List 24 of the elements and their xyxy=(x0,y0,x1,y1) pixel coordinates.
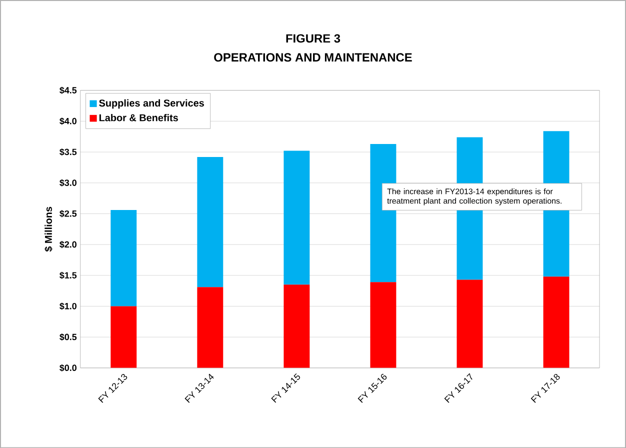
bar xyxy=(370,282,396,368)
y-tick-label: $2.0 xyxy=(60,240,76,248)
y-tick-label: $1.5 xyxy=(60,272,77,279)
y-tick-label: $2.5 xyxy=(60,210,77,218)
bar xyxy=(110,306,137,368)
y-tick-label: $4.0 xyxy=(60,117,76,125)
bar xyxy=(543,276,570,368)
legend-label: Supplies and Services xyxy=(99,99,204,108)
chart-title: FIGURE 3 xyxy=(286,34,340,43)
y-tick-label: $1.0 xyxy=(60,302,76,310)
bar xyxy=(456,280,483,368)
y-tick-label: $3.0 xyxy=(60,179,76,186)
bar xyxy=(110,210,137,306)
y-tick-label: $0.0 xyxy=(60,364,76,372)
y-tick-label: $0.5 xyxy=(60,333,77,341)
y-tick-label: $4.5 xyxy=(60,86,77,94)
bar xyxy=(284,284,310,368)
chart-subtitle: OPERATIONS AND MAINTENANCE xyxy=(214,53,412,62)
bar xyxy=(197,286,224,368)
legend-label: Labor & Benefits xyxy=(99,114,178,122)
bar xyxy=(284,150,310,285)
y-axis-title: $ Millions xyxy=(44,206,53,252)
bar xyxy=(197,156,224,287)
y-tick-label: $3.5 xyxy=(60,148,77,156)
